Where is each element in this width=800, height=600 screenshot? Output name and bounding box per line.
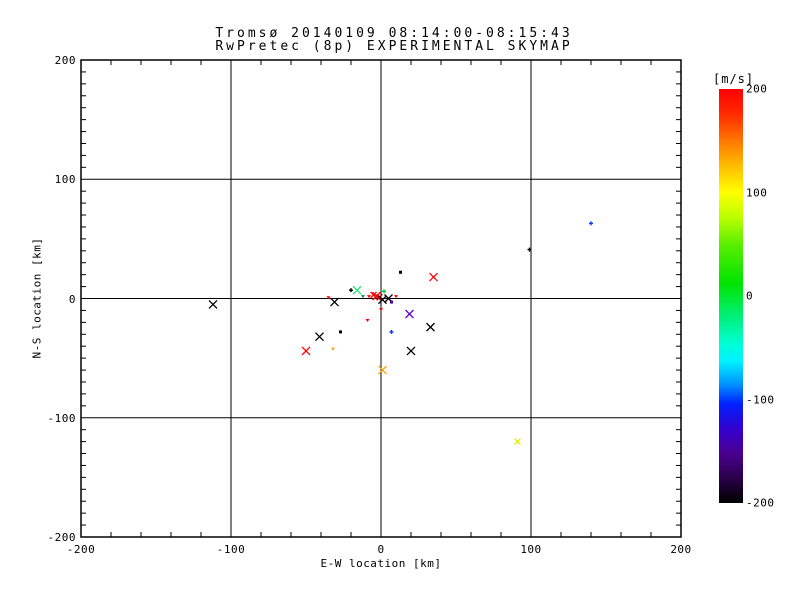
data-point — [426, 322, 435, 332]
x-tick-label: -100 — [216, 543, 246, 556]
data-point — [394, 295, 398, 299]
chart-title-line1: Tromsø 20140109 08:14:00-08:15:43 — [215, 26, 573, 41]
data-point — [365, 318, 370, 322]
colorbar-tick-label: -100 — [746, 393, 775, 406]
data-point — [514, 438, 521, 446]
data-point — [406, 346, 416, 356]
data-points — [208, 221, 593, 446]
y-tick-label: 200 — [54, 54, 76, 67]
chart-title: Tromsø 20140109 08:14:00-08:15:43 RwPret… — [81, 27, 707, 53]
data-point — [589, 221, 593, 226]
data-point — [361, 295, 365, 299]
x-tick-label: -200 — [66, 543, 96, 556]
data-point — [326, 296, 331, 300]
colorbar-units-label: [m/s] — [713, 72, 755, 86]
colorbar-tick-label: 0 — [746, 289, 754, 303]
data-point — [330, 297, 339, 307]
y-tick-label: 0 — [68, 292, 76, 306]
data-point — [379, 308, 383, 312]
data-point — [382, 289, 386, 294]
colorbar-tick-label: 200 — [746, 82, 768, 96]
colorbar-tick-label: -200 — [746, 496, 775, 510]
y-tick-label: -100 — [47, 411, 76, 425]
x-tick-label: 200 — [670, 543, 692, 556]
y-tick-label: -200 — [47, 531, 76, 544]
y-tick-label: 100 — [54, 173, 76, 187]
data-point — [349, 288, 353, 293]
data-point — [367, 295, 371, 299]
data-point — [405, 309, 414, 319]
data-point — [301, 346, 311, 356]
data-point — [331, 347, 335, 351]
x-tick-label: 100 — [520, 543, 542, 556]
data-point — [339, 330, 342, 334]
data-point — [390, 300, 393, 304]
data-point — [352, 285, 362, 295]
data-point — [527, 247, 532, 252]
data-point — [315, 332, 324, 342]
data-point — [378, 365, 387, 375]
chart-title-line2: RwPretec (8p) EXPERIMENTAL SKYMAP — [215, 39, 573, 54]
colorbar-gradient — [719, 89, 743, 503]
data-point — [389, 329, 394, 334]
data-point — [429, 272, 438, 282]
x-tick-label: 0 — [377, 543, 385, 556]
colorbar-tick-label: 100 — [746, 186, 768, 199]
y-axis-label: N-S location [km] — [30, 237, 44, 359]
plot-frame — [80, 59, 682, 538]
data-point — [372, 291, 381, 301]
x-axis-label: E-W location [km] — [320, 557, 442, 570]
data-point — [399, 270, 402, 274]
data-point — [208, 300, 218, 309]
minor-ticks — [81, 60, 681, 537]
